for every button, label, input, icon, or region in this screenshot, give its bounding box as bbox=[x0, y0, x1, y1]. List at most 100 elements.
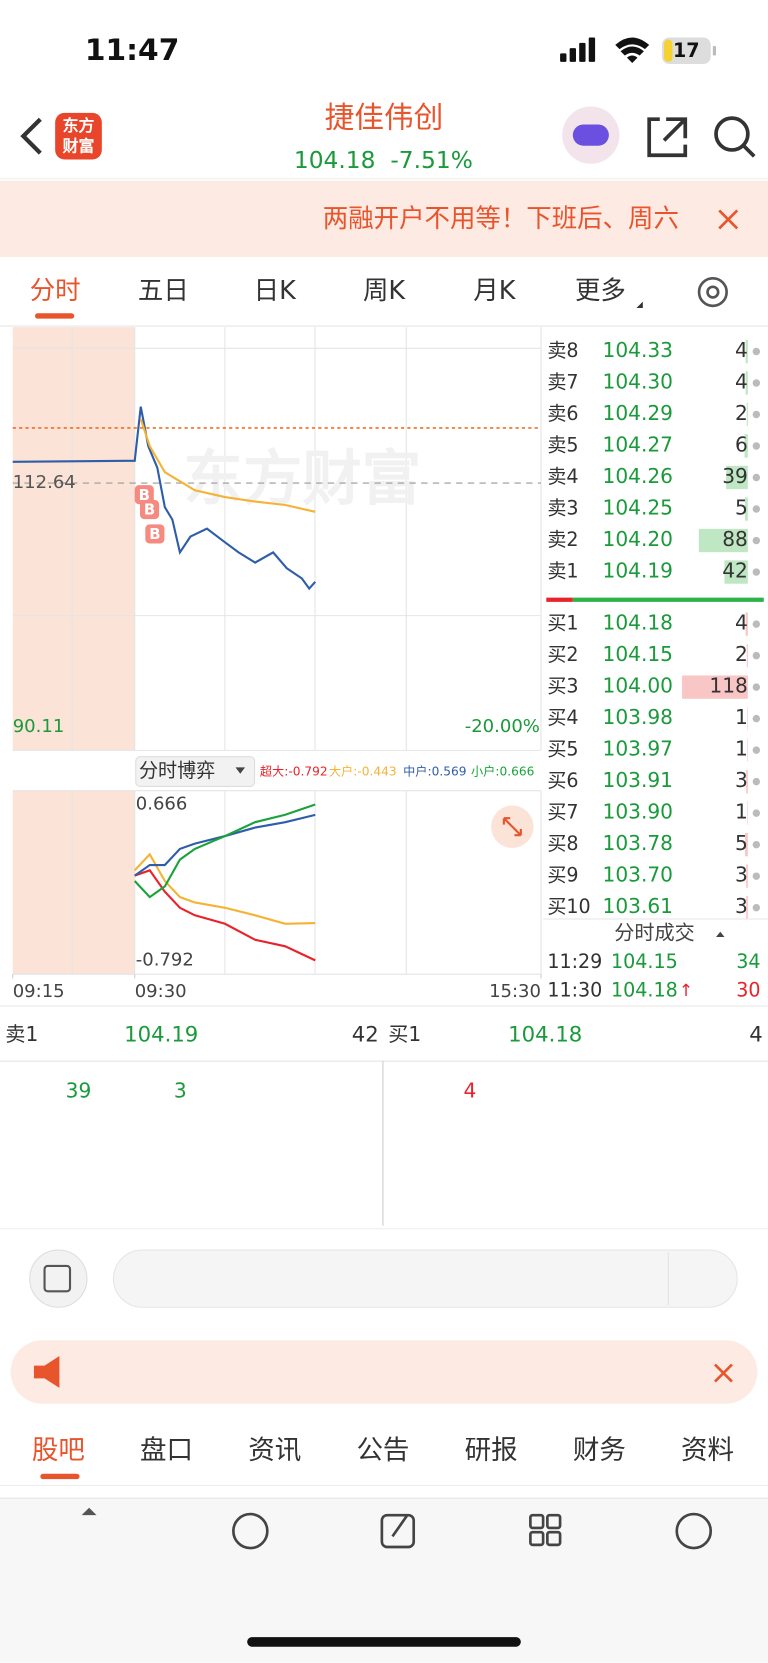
stock-price: 104.18 bbox=[294, 146, 376, 174]
book-volume: 88 bbox=[722, 527, 748, 551]
sub-tab[interactable]: 盘口 bbox=[140, 1435, 193, 1466]
trade-marker bbox=[145, 524, 165, 544]
book-volume: 3 bbox=[735, 768, 748, 792]
quote-tick: 3 bbox=[174, 1078, 187, 1102]
trades-title[interactable]: 分时成交 bbox=[614, 920, 695, 944]
comment-input[interactable] bbox=[112, 1249, 738, 1308]
book-label: 买4 bbox=[547, 706, 578, 729]
book-dot bbox=[752, 840, 761, 849]
search-button[interactable] bbox=[714, 116, 756, 158]
tab[interactable]: 五日 bbox=[138, 276, 189, 306]
tab-indicator bbox=[40, 1473, 80, 1480]
book-label: 卖8 bbox=[547, 339, 578, 362]
legend-name: 大户 bbox=[329, 763, 353, 778]
comment-icon bbox=[43, 1264, 72, 1293]
book-dot bbox=[752, 903, 761, 912]
trade-marker-label: B bbox=[139, 486, 150, 504]
book-label: 买5 bbox=[547, 738, 578, 761]
volume-bar bbox=[747, 738, 748, 762]
legend-entry: 小户:0.666 bbox=[471, 763, 534, 778]
volume-bar bbox=[746, 864, 748, 888]
indicator-selector[interactable] bbox=[135, 756, 256, 787]
y-right-label: -20.00% bbox=[465, 716, 540, 737]
trade-marker bbox=[134, 485, 154, 505]
tab[interactable]: 日K bbox=[254, 276, 297, 306]
legend-name: 小户 bbox=[471, 763, 495, 778]
banner-text[interactable]: 两融开户不用等！下班后、周六 bbox=[323, 204, 679, 234]
legend-value: -0.792 bbox=[288, 764, 327, 778]
legend-entry: 超大:-0.792 bbox=[260, 763, 328, 778]
share-button[interactable] bbox=[647, 117, 688, 158]
tab[interactable]: 月K bbox=[473, 276, 516, 306]
volume-bar bbox=[745, 832, 748, 857]
promo-banner[interactable] bbox=[10, 1340, 758, 1404]
sub-tab[interactable]: 资讯 bbox=[248, 1435, 301, 1466]
book-label: 买3 bbox=[547, 675, 578, 698]
volume-bar bbox=[746, 895, 748, 920]
book-label: 卖4 bbox=[547, 465, 578, 488]
legend-value: 0.666 bbox=[499, 764, 534, 778]
trade-time: 11:29 bbox=[547, 950, 602, 973]
logo-text: 财富 bbox=[63, 136, 95, 155]
battery-level: 17 bbox=[673, 39, 700, 62]
trade-volume: 30 bbox=[736, 979, 760, 1002]
y-tick-label: -0.792 bbox=[136, 949, 194, 970]
book-volume: 3 bbox=[735, 863, 748, 887]
legend-sep: : bbox=[495, 764, 499, 778]
volume-bar bbox=[747, 706, 748, 731]
book-volume: 4 bbox=[735, 370, 748, 394]
book-dot bbox=[752, 442, 761, 450]
legend-sep: : bbox=[284, 764, 288, 778]
banner[interactable] bbox=[0, 180, 768, 258]
sub-tab[interactable]: 研报 bbox=[465, 1435, 518, 1466]
y-tick-label: 112.64 bbox=[13, 472, 76, 493]
book-price: 103.90 bbox=[603, 800, 673, 824]
book-dot bbox=[752, 683, 761, 691]
quote-price: 104.18 bbox=[508, 1023, 582, 1048]
caret-up bbox=[716, 931, 725, 938]
tab[interactable]: 分时 bbox=[30, 276, 81, 306]
sub-tab[interactable]: 股吧 bbox=[32, 1435, 85, 1466]
book-volume: 42 bbox=[722, 559, 748, 583]
comment-toggle[interactable] bbox=[29, 1249, 88, 1308]
sub-tab[interactable]: 公告 bbox=[356, 1435, 409, 1466]
book-price: 104.29 bbox=[603, 401, 673, 425]
volume-bar bbox=[698, 528, 748, 553]
trade-price: 104.15 bbox=[611, 950, 678, 973]
book-volume: 1 bbox=[735, 705, 748, 729]
book-price: 104.18 bbox=[603, 611, 673, 635]
sub-tab[interactable]: 资料 bbox=[681, 1435, 734, 1466]
book-price: 104.00 bbox=[603, 674, 673, 698]
quote-tick: 39 bbox=[66, 1078, 92, 1102]
promo-close[interactable] bbox=[714, 1363, 733, 1383]
assistant-face bbox=[572, 124, 609, 146]
bottom-nav bbox=[0, 1498, 768, 1663]
megaphone-icon bbox=[33, 1356, 60, 1388]
dropdown-caret bbox=[235, 767, 246, 774]
volume-bar bbox=[744, 434, 748, 458]
sub-tab[interactable]: 财务 bbox=[573, 1435, 626, 1466]
book-volume: 1 bbox=[735, 800, 748, 824]
book-label: 买8 bbox=[547, 832, 578, 855]
trade-volume: 34 bbox=[736, 950, 760, 973]
banner-close[interactable] bbox=[718, 209, 739, 230]
book-volume: 3 bbox=[735, 894, 748, 918]
tab[interactable]: 周K bbox=[363, 276, 406, 306]
book-label: 卖5 bbox=[547, 434, 578, 457]
legend-name: 中户 bbox=[403, 763, 427, 778]
legend-entry: 中户:0.569 bbox=[403, 763, 466, 778]
quote-tick: 4 bbox=[464, 1078, 477, 1102]
y-tick-label: 90.11 bbox=[13, 716, 65, 737]
indicator-title[interactable]: 分时博弈 bbox=[139, 759, 215, 782]
back-button[interactable] bbox=[20, 117, 42, 155]
book-dot bbox=[752, 777, 761, 786]
book-volume: 4 bbox=[735, 611, 748, 635]
tab[interactable]: 更多 bbox=[575, 276, 626, 306]
book-dot bbox=[752, 536, 761, 545]
stock-title: 捷佳伟创 bbox=[325, 101, 444, 136]
x-tick-label: 15:30 bbox=[489, 981, 541, 1002]
settings-button[interactable] bbox=[697, 276, 728, 308]
expand-arrow[interactable] bbox=[81, 1507, 97, 1516]
book-label: 买10 bbox=[547, 895, 590, 918]
